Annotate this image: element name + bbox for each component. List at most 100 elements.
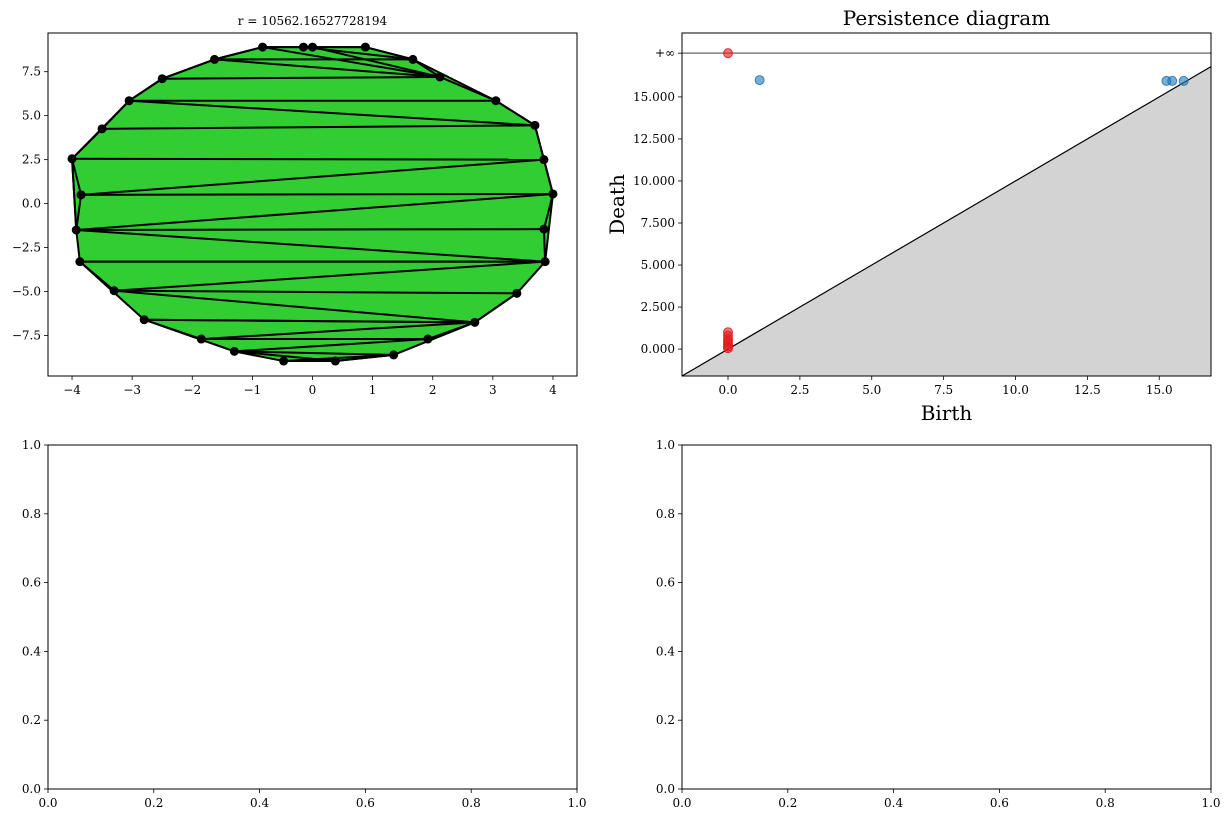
persistence-point	[1178, 75, 1189, 86]
persistence-point	[723, 343, 733, 354]
complex-edge	[542, 229, 547, 262]
complex-edge	[76, 229, 546, 263]
complex-edge	[234, 338, 428, 353]
x-tick-label: 2	[429, 383, 437, 397]
complex-edge	[80, 158, 545, 196]
axes-frame	[681, 444, 1212, 790]
axes-frame	[47, 444, 578, 790]
y-tick-label: 7.5	[22, 65, 41, 79]
vertex-point	[97, 124, 107, 134]
x-tick-label: −2	[183, 383, 201, 397]
x-tick-label: 3	[489, 383, 497, 397]
y-tick-label: 0.4	[22, 644, 41, 658]
complex-edge	[101, 100, 130, 130]
y-tick-label: 0.6	[22, 576, 41, 590]
y-tick-label: 0.2	[656, 713, 675, 727]
y-tick-label: 5.000	[641, 258, 675, 272]
complex-edge	[76, 228, 544, 232]
y-tick-label: 1.0	[22, 438, 41, 452]
complex-edge	[71, 158, 83, 196]
x-tick-label: 0.2	[778, 796, 797, 810]
vertex-point	[512, 288, 522, 298]
complex-edge	[114, 260, 546, 292]
complex-edge	[234, 350, 394, 356]
complex-edge	[71, 128, 103, 160]
axes-frame	[681, 32, 1212, 377]
complex-edge	[161, 58, 215, 80]
vertex-point	[548, 189, 558, 199]
y-tick-label: 1.0	[656, 438, 675, 452]
complex-edge	[72, 157, 544, 161]
vertex-point	[298, 42, 308, 52]
x-tick-label: 15.0	[1146, 383, 1173, 397]
y-tick-label: 5.0	[22, 109, 41, 123]
vertex-point	[470, 317, 480, 327]
x-tick-label: −4	[63, 383, 81, 397]
x-tick-label: 2.5	[790, 383, 809, 397]
x-tick-label: 1.0	[1201, 796, 1220, 810]
x-tick-label: 4	[549, 383, 557, 397]
y-tick-label: 0.0	[22, 197, 41, 211]
x-tick-label: 1.0	[567, 796, 586, 810]
complex-edge	[262, 46, 441, 78]
y-tick-label: 0.0	[22, 782, 41, 796]
vertex-point	[75, 257, 85, 267]
complex-edge	[76, 192, 554, 232]
x-tick-label: 0.6	[990, 796, 1009, 810]
y-tick-label: 0.6	[656, 576, 675, 590]
complex-plot-title: r = 10562.16527728194	[238, 14, 388, 28]
x-tick-label: 5.0	[862, 383, 881, 397]
vertex-point	[196, 334, 206, 344]
complex-edge	[114, 289, 475, 324]
y-tick-label: −5.0	[12, 285, 41, 299]
y-tick-label: 0.0	[656, 782, 675, 796]
complex-edge	[162, 75, 440, 80]
persistence-diagram-title: Persistence diagram	[843, 6, 1050, 30]
vertex-point	[330, 356, 340, 366]
x-tick-label: 12.5	[1074, 383, 1101, 397]
complex-plot-axes: r = 10562.16527728194 −4 −3 −2 −1 0 1 2 3 4 −7.5 −…	[12, 14, 578, 397]
vertex-point	[408, 54, 418, 64]
x-tick-label: 0	[309, 383, 317, 397]
complex-edge	[533, 125, 545, 160]
complex-edge	[129, 99, 535, 127]
complex-edge	[81, 192, 553, 196]
y-tick-label: 0.2	[22, 713, 41, 727]
x-tick-label: 0.0	[718, 383, 737, 397]
complex-edge	[542, 193, 554, 230]
y-tick-label: 2.500	[641, 300, 675, 314]
complex-edge	[412, 58, 441, 78]
vertex-point	[67, 154, 77, 164]
x-tick-label: 0.6	[356, 796, 375, 810]
y-tick-label: 12.500	[633, 132, 675, 146]
complex-edge	[79, 260, 115, 292]
complex-edge	[439, 76, 497, 102]
persistence-diagram-axes: Persistence diagram Birth Death 0.0 2.5 5.…	[605, 6, 1212, 425]
x-tick-label: 0.0	[672, 796, 691, 810]
vertex-point	[229, 346, 239, 356]
vertex-point	[491, 96, 501, 106]
persistence-point	[754, 75, 765, 86]
x-tick-label: −1	[244, 383, 262, 397]
complex-edge	[144, 318, 475, 324]
x-tick-label: 0.8	[462, 796, 481, 810]
complex-edge	[75, 194, 83, 231]
complex-edge	[201, 321, 475, 341]
vertex-point	[109, 286, 119, 296]
persistence-y-axis-label: Death	[605, 174, 629, 235]
vertex-point	[539, 224, 549, 234]
vertex-point	[389, 350, 399, 360]
y-tick-label: 15.000	[633, 90, 675, 104]
x-tick-label: 0.8	[1096, 796, 1115, 810]
vertex-point	[157, 74, 167, 84]
persistence-x-axis-label: Birth	[921, 401, 973, 425]
y-tick-label: 7.500	[641, 216, 675, 230]
x-tick-label: 0.4	[250, 796, 269, 810]
persistence-point	[1167, 75, 1178, 86]
vertex-point	[539, 155, 549, 165]
y-tick-label: 2.5	[22, 153, 41, 167]
x-tick-label: 0.2	[144, 796, 163, 810]
complex-edge	[427, 321, 476, 341]
vertex-point	[435, 72, 445, 82]
